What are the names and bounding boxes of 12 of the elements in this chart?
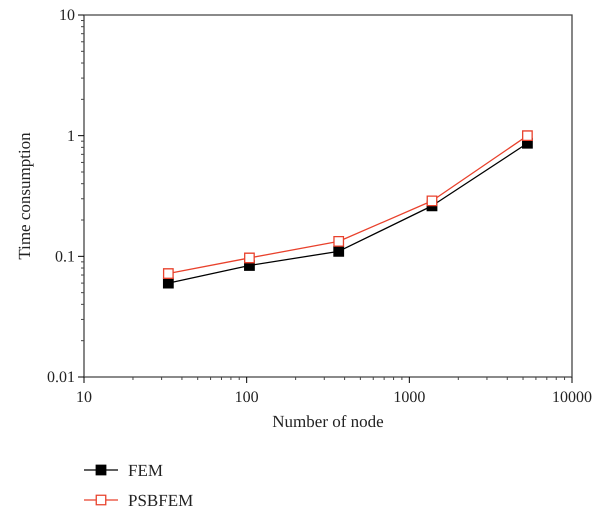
x-tick-label: 100 xyxy=(234,389,259,406)
legend-label: FEM xyxy=(128,461,163,480)
y-tick-label: 1 xyxy=(67,128,75,145)
y-axis-title: Time consumption xyxy=(15,132,34,260)
legend-label: PSBFEM xyxy=(128,491,194,510)
x-tick-label: 10000 xyxy=(552,389,592,406)
y-tick-label: 10 xyxy=(59,7,75,24)
y-tick-label: 0.01 xyxy=(47,369,75,386)
x-tick-label: 10 xyxy=(76,389,92,406)
x-axis-title: Number of node xyxy=(272,412,384,431)
y-tick-label: 0.1 xyxy=(55,248,75,266)
x-tick-label: 1000 xyxy=(393,389,426,406)
